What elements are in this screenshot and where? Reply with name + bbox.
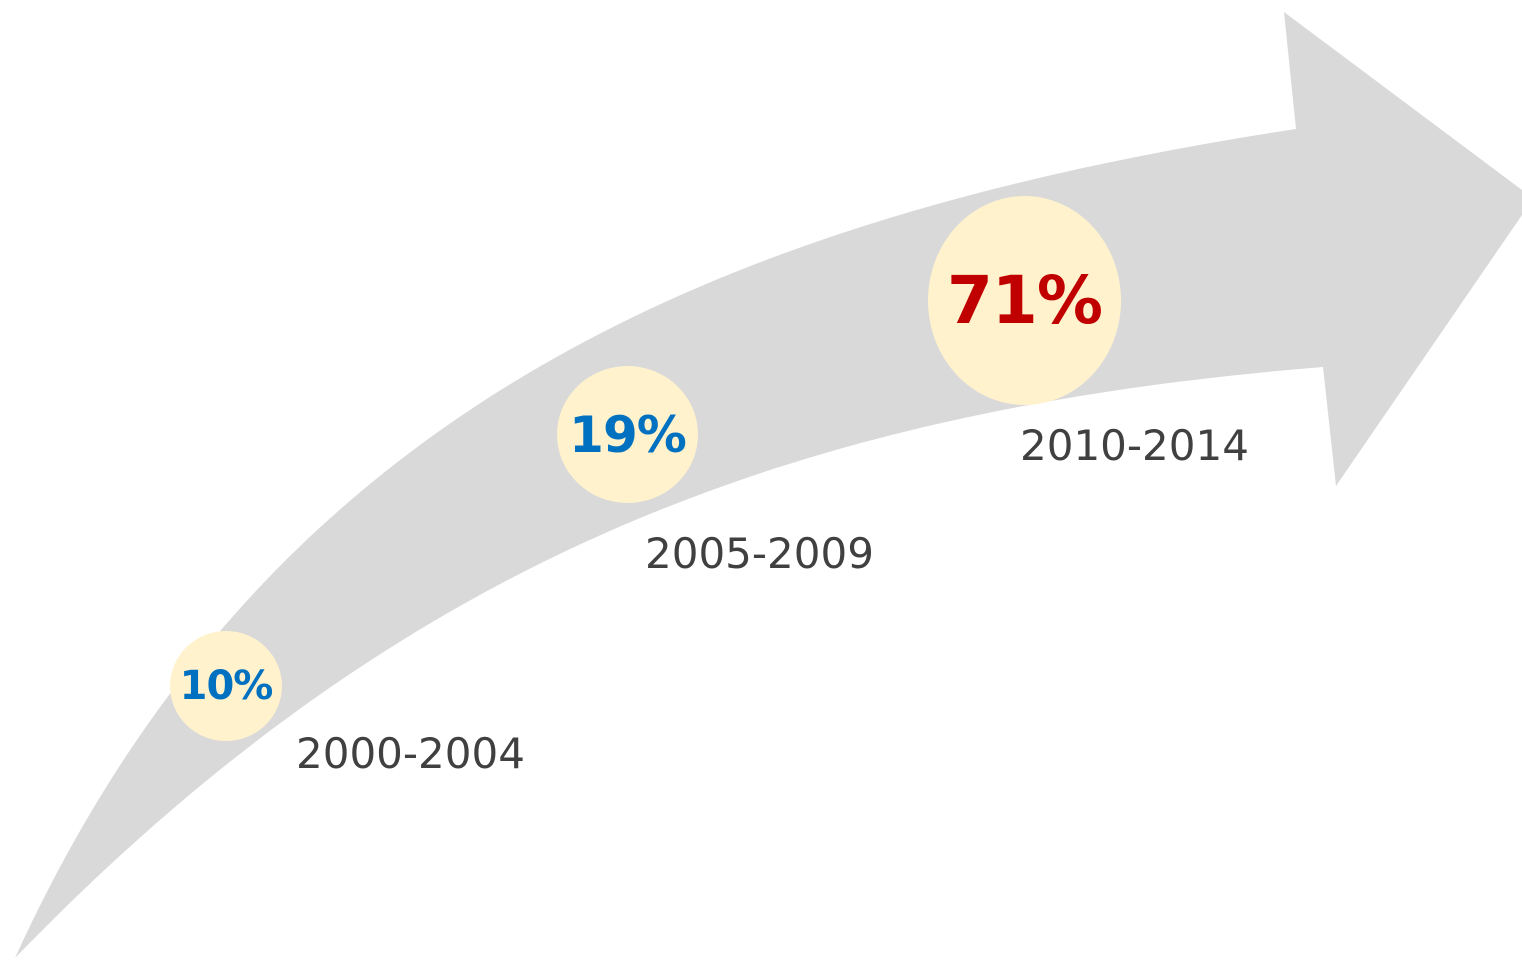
stage-1-period-label: 2000-2004 [296, 729, 525, 778]
arrow-shape [15, 12, 1522, 958]
stage-3-period-label: 2010-2014 [1020, 421, 1249, 470]
stage-3-percentage-bubble: 71% [928, 196, 1121, 405]
stage-2-percentage-bubble: 19% [557, 366, 698, 503]
stage-1-percentage-bubble: 10% [170, 631, 282, 741]
stage-2-period-label: 2005-2009 [645, 529, 874, 578]
